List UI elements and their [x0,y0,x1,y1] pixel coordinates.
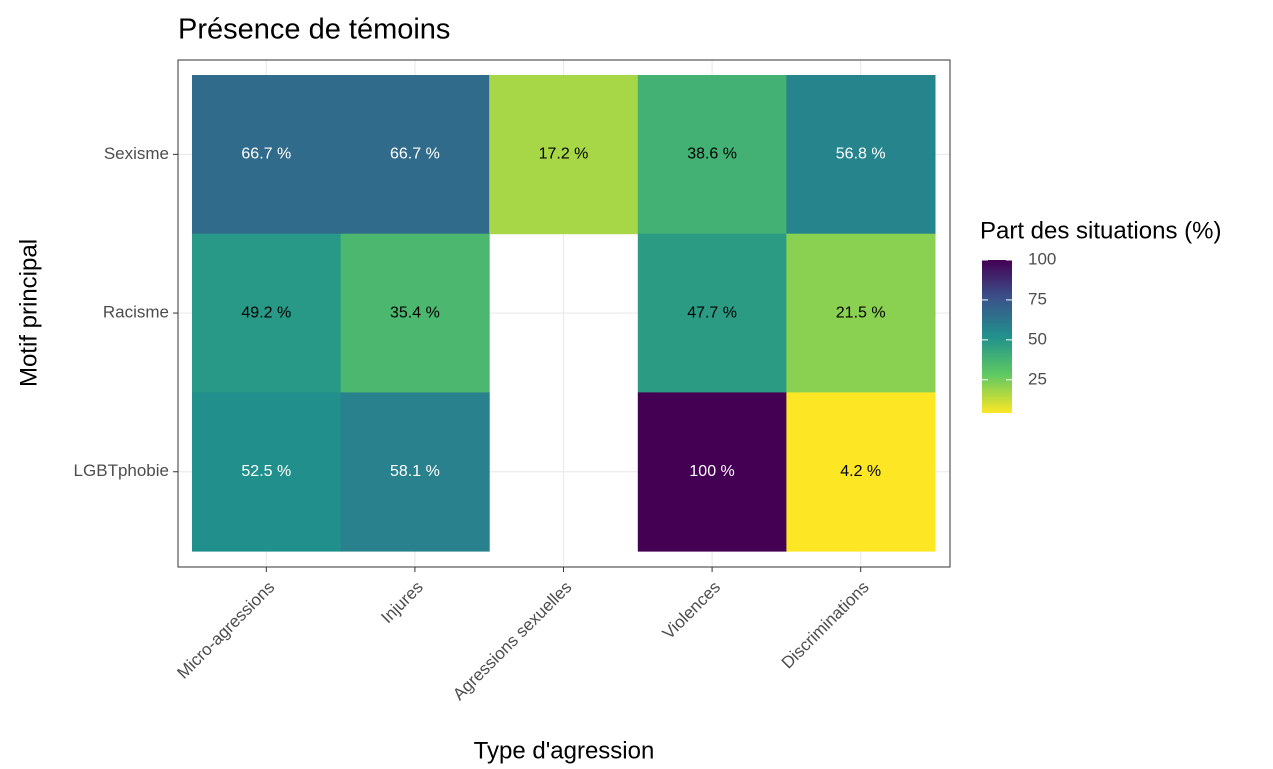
heatmap-cell [637,75,787,235]
y-tick-label: Racisme [103,303,169,322]
heatmap-cell [786,233,936,393]
heatmap-cell [340,392,490,552]
colorbar-tick-label: 75 [1028,289,1047,308]
x-tick-label: Violences [659,578,724,643]
heatmap-cell [637,392,787,552]
cell-label: 49.2 % [241,304,291,321]
chart-title: Présence de témoins [178,14,450,46]
cell-label: 66.7 % [241,146,291,163]
colorbar-tick-label: 25 [1028,369,1047,388]
cell-label: 66.7 % [390,146,440,163]
cell-label: 52.5 % [241,463,291,480]
cell-label: 100 % [689,463,734,480]
colorbar [982,260,1012,413]
heatmap-cell [192,75,342,235]
heatmap-cell [637,233,787,393]
x-tick-label: Discriminations [778,578,873,673]
y-tick-label: LGBTphobie [74,461,169,480]
heatmap-cell [340,233,490,393]
y-tick-label: Sexisme [104,144,169,163]
legend-title: Part des situations (%) [980,217,1221,244]
cell-label: 17.2 % [539,146,589,163]
heatmap-cell [192,233,342,393]
colorbar-tick-label: 100 [1028,249,1056,268]
heatmap-cell [489,75,639,235]
y-axis-title: Motif principal [15,239,42,387]
heatmap-cell [786,392,936,552]
x-tick-label: Micro-agressions [173,578,278,683]
x-tick-label: Injures [377,578,427,628]
heatmap-cell [786,75,936,235]
cell-label: 21.5 % [836,304,886,321]
heatmap-cell [192,392,342,552]
cell-label: 58.1 % [390,463,440,480]
cell-label: 4.2 % [840,463,881,480]
x-tick-label: Agressions sexuelles [449,578,575,704]
cell-label: 56.8 % [836,146,886,163]
cell-label: 47.7 % [687,304,737,321]
x-axis-title: Type d'agression [474,737,655,764]
heatmap-cell [340,75,490,235]
cell-label: 38.6 % [687,146,737,163]
colorbar-tick-label: 50 [1028,329,1047,348]
cell-label: 35.4 % [390,304,440,321]
